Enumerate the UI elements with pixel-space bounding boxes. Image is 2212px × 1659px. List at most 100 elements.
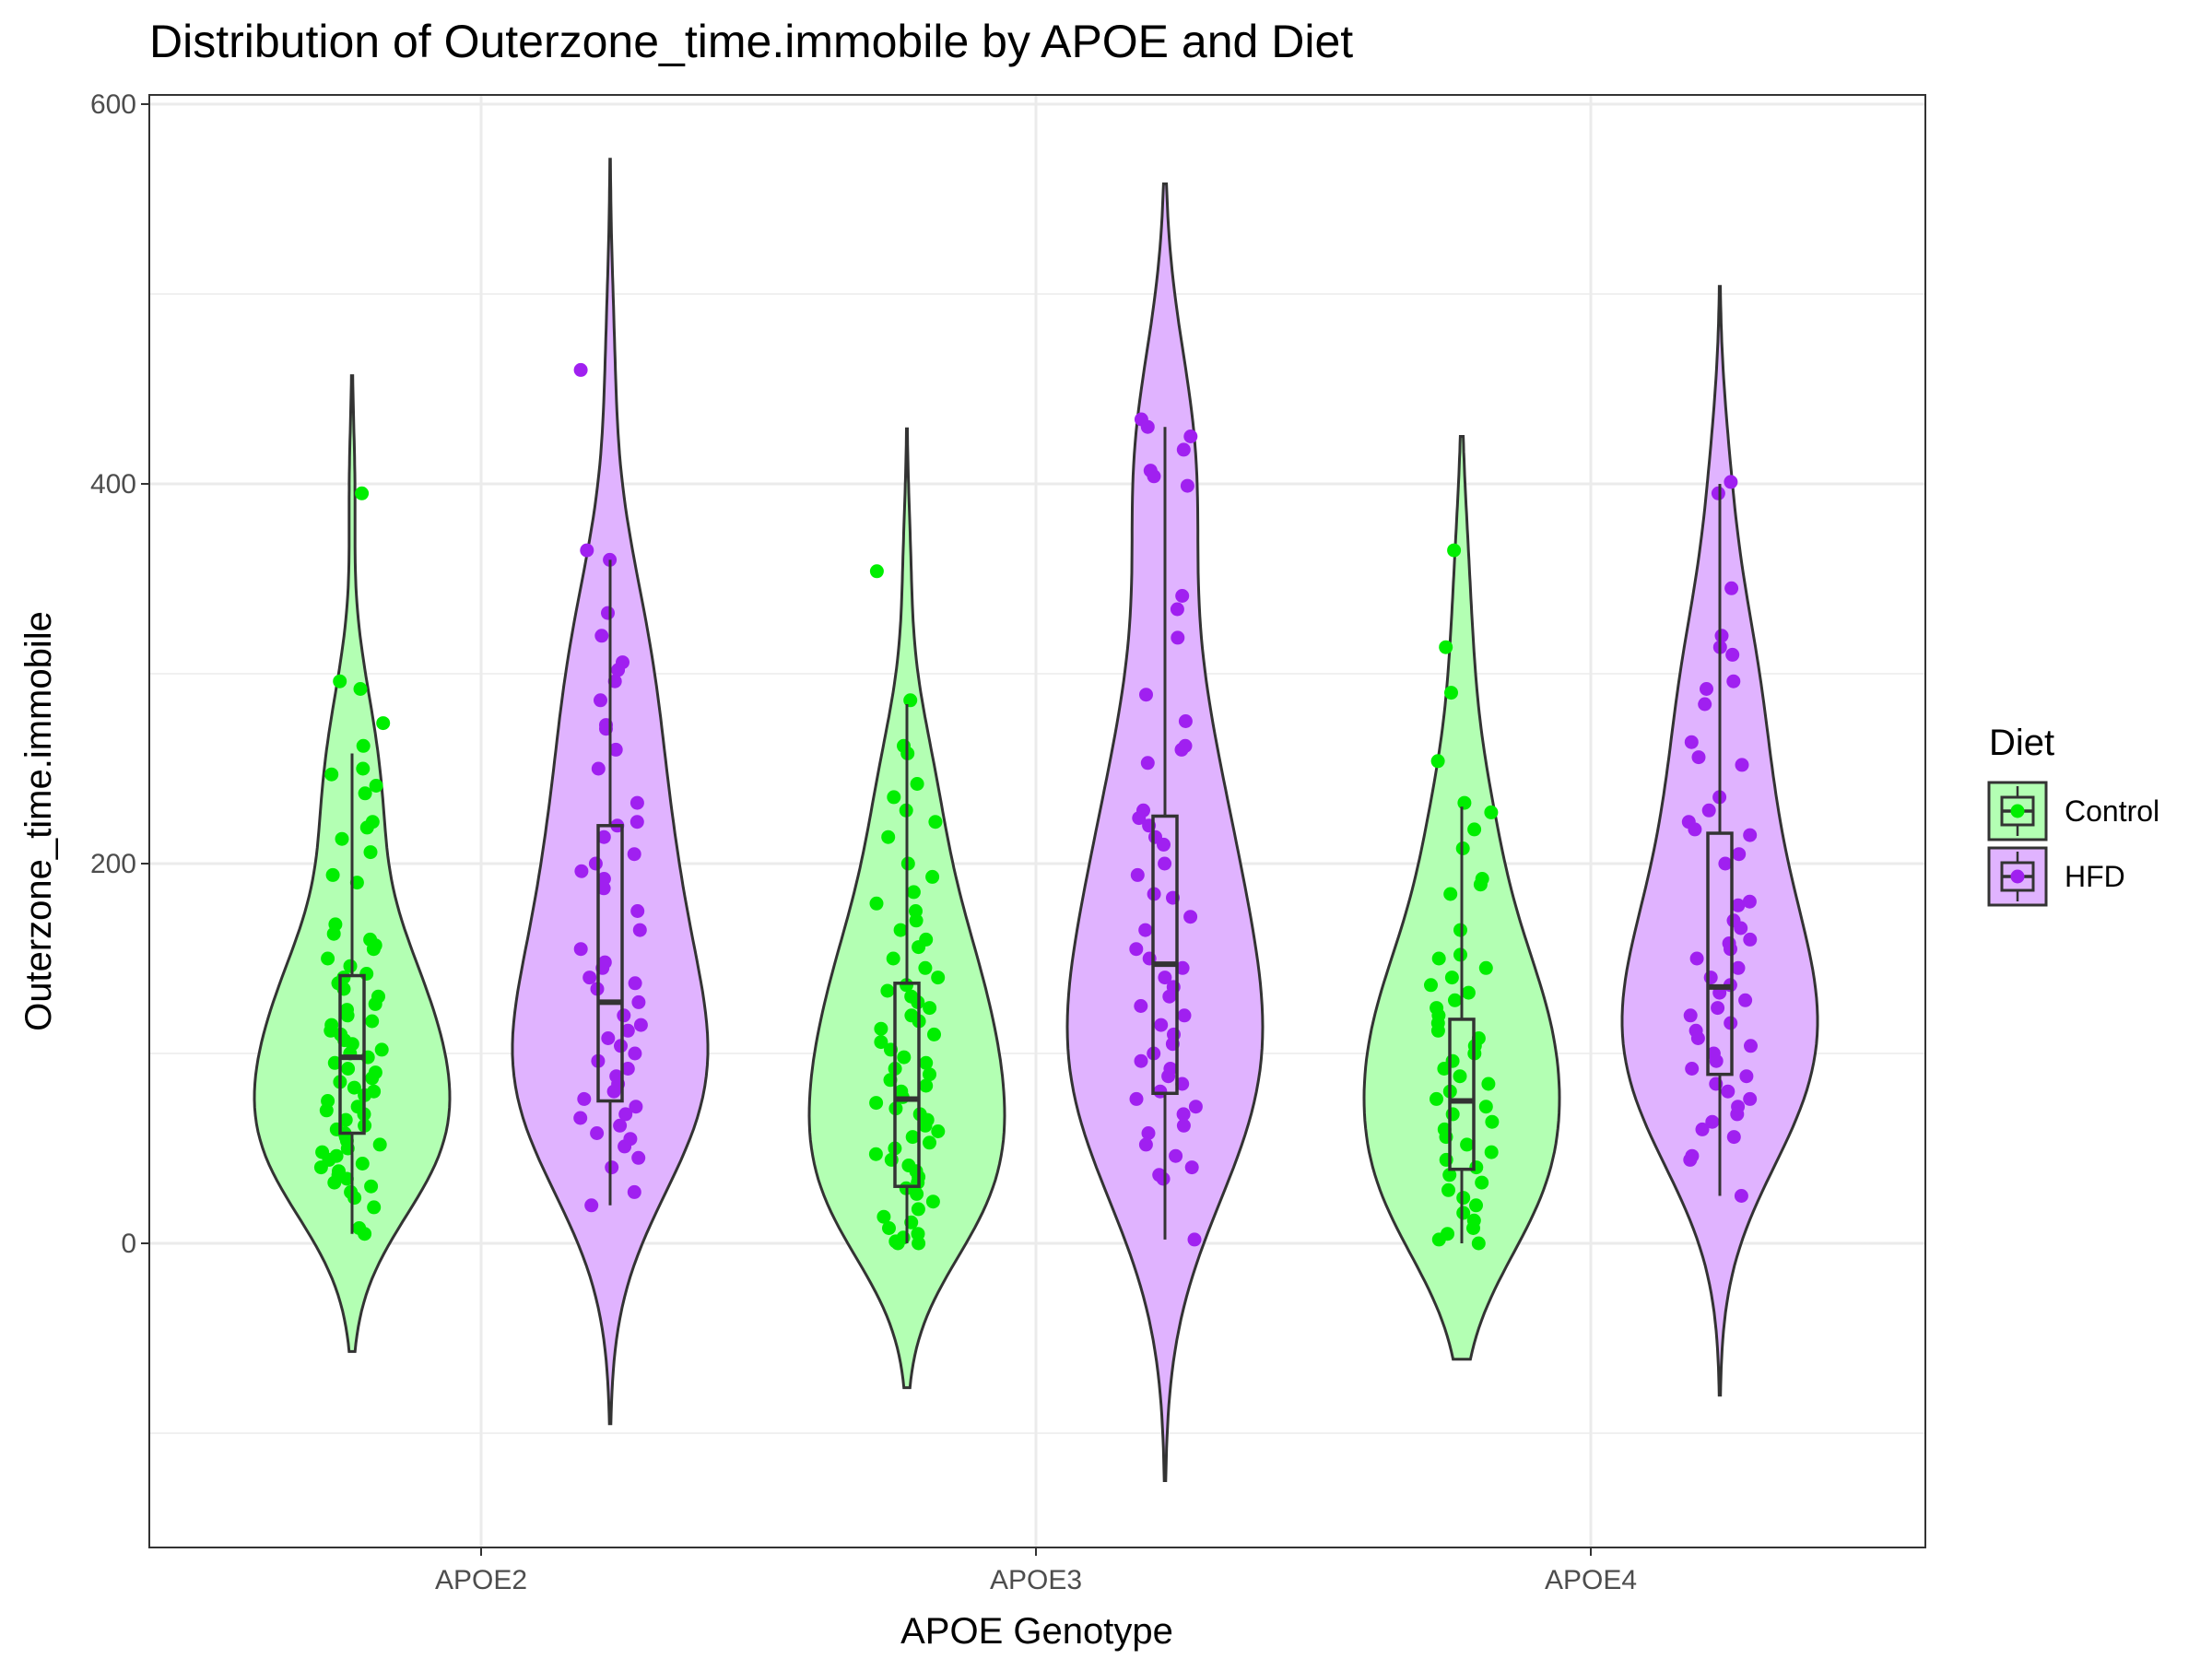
point-apoe4-hfd-6 — [1726, 674, 1741, 688]
point-apoe4-hfd-3 — [1714, 629, 1729, 643]
point-apoe4-hfd-17 — [1732, 847, 1747, 862]
point-apoe2-control-20 — [321, 951, 335, 966]
point-apoe2-hfd-36 — [628, 1046, 642, 1061]
point-apoe4-control-38 — [1484, 1145, 1499, 1159]
point-apoe2-control-49 — [319, 1103, 334, 1118]
point-apoe3-control-37 — [919, 1078, 934, 1093]
point-apoe4-hfd-46 — [1730, 1107, 1745, 1122]
legend: Diet Control HFD — [1987, 723, 2159, 907]
point-apoe2-hfd-34 — [601, 1031, 616, 1045]
y-tick-label-200: 200 — [90, 849, 136, 879]
point-apoe4-control-0 — [1447, 543, 1462, 558]
point-apoe3-control-19 — [918, 960, 933, 975]
point-apoe2-hfd-33 — [620, 1023, 635, 1038]
point-apoe3-hfd-29 — [1158, 971, 1172, 985]
panel-border — [148, 94, 1926, 1548]
point-apoe2-control-12 — [363, 845, 378, 860]
point-apoe3-control-57 — [925, 1194, 940, 1209]
x-tick-label-apoe4: APOE4 — [1545, 1565, 1637, 1595]
box-apoe2-control — [338, 973, 366, 1135]
point-apoe2-hfd-14 — [629, 815, 644, 830]
point-apoe3-control-28 — [874, 1021, 888, 1036]
point-apoe2-control-27 — [368, 996, 382, 1011]
point-apoe3-hfd-41 — [1175, 1077, 1190, 1091]
point-apoe2-control-0 — [355, 486, 370, 500]
point-apoe3-control-32 — [897, 1050, 912, 1065]
point-apoe3-hfd-6 — [1180, 478, 1194, 493]
point-apoe2-control-44 — [347, 1080, 361, 1095]
point-apoe2-hfd-11 — [608, 742, 623, 757]
point-apoe2-hfd-53 — [584, 1198, 599, 1213]
point-apoe2-hfd-23 — [632, 923, 647, 937]
point-apoe4-control-14 — [1478, 960, 1493, 975]
point-apoe4-hfd-0 — [1724, 475, 1738, 489]
point-apoe3-control-11 — [906, 885, 921, 900]
point-apoe2-hfd-31 — [617, 1008, 631, 1023]
point-apoe2-control-63 — [313, 1160, 328, 1175]
point-apoe3-hfd-52 — [1156, 1171, 1171, 1186]
point-apoe2-control-62 — [355, 1157, 370, 1171]
point-apoe2-hfd-30 — [631, 994, 646, 1009]
point-apoe2-hfd-22 — [630, 904, 645, 918]
point-apoe3-hfd-13 — [1174, 742, 1189, 757]
point-apoe4-hfd-19 — [1742, 894, 1757, 909]
box-apoe2-hfd — [596, 824, 624, 1103]
point-apoe2-hfd-17 — [627, 847, 641, 862]
point-apoe3-control-8 — [881, 830, 896, 844]
point-apoe2-hfd-42 — [577, 1091, 592, 1106]
point-apoe3-hfd-10 — [1139, 688, 1153, 702]
point-apoe2-hfd-32 — [633, 1018, 648, 1032]
point-apoe2-hfd-28 — [628, 976, 642, 991]
point-apoe3-control-18 — [886, 951, 900, 966]
point-apoe2-hfd-19 — [574, 864, 589, 878]
point-apoe4-control-44 — [1456, 1191, 1471, 1206]
point-apoe2-control-57 — [372, 1137, 387, 1152]
point-apoe2-control-71 — [367, 1200, 382, 1215]
point-apoe2-control-66 — [339, 1171, 354, 1186]
point-apoe3-control-59 — [877, 1209, 891, 1224]
point-apoe3-control-40 — [869, 1096, 884, 1111]
point-apoe2-control-42 — [365, 1071, 380, 1086]
point-apoe2-control-30 — [365, 1014, 380, 1029]
point-apoe4-control-17 — [1461, 985, 1476, 1000]
point-apoe3-hfd-31 — [1162, 989, 1177, 1004]
point-apoe4-hfd-27 — [1731, 960, 1746, 975]
point-apoe4-control-18 — [1448, 993, 1462, 1007]
point-apoe4-control-34 — [1485, 1114, 1500, 1129]
point-apoe4-hfd-11 — [1735, 758, 1749, 772]
point-apoe3-hfd-48 — [1138, 1137, 1153, 1152]
point-apoe3-hfd-5 — [1147, 469, 1161, 484]
point-apoe2-hfd-16 — [596, 830, 611, 844]
box-apoe4-control — [1448, 1018, 1476, 1171]
point-apoe2-control-4 — [356, 738, 371, 753]
point-apoe4-control-28 — [1453, 1069, 1467, 1084]
point-apoe4-control-1 — [1439, 640, 1453, 654]
point-apoe2-hfd-38 — [620, 1062, 635, 1076]
point-apoe2-hfd-1 — [580, 543, 594, 558]
point-apoe4-hfd-47 — [1705, 1114, 1720, 1129]
violin-apoe3-hfd — [1065, 182, 1265, 1482]
point-apoe3-control-49 — [868, 1147, 883, 1161]
point-apoe3-hfd-33 — [1177, 1008, 1192, 1023]
point-apoe4-hfd-26 — [1689, 951, 1704, 966]
point-apoe2-control-3 — [376, 716, 391, 731]
point-apoe3-control-33 — [919, 1055, 934, 1070]
plot-panel — [148, 94, 1926, 1548]
y-axis: 0 200 400 600 — [90, 89, 149, 1259]
point-apoe3-hfd-1 — [1140, 419, 1155, 434]
point-apoe4-control-27 — [1437, 1062, 1452, 1076]
point-apoe3-control-44 — [918, 1118, 933, 1133]
point-apoe4-control-37 — [1460, 1137, 1475, 1152]
point-apoe3-control-58 — [911, 1202, 925, 1217]
point-apoe3-control-5 — [887, 790, 901, 805]
major-gridlines — [149, 95, 1925, 1547]
point-apoe4-hfd-41 — [1739, 1069, 1754, 1084]
legend-label-hfd: HFD — [2065, 860, 2125, 893]
point-apoe3-hfd-21 — [1130, 867, 1145, 882]
point-apoe4-hfd-36 — [1690, 1031, 1705, 1045]
point-apoe2-control-51 — [338, 1112, 353, 1127]
point-apoe3-hfd-14 — [1140, 756, 1155, 771]
x-tick-label-apoe3: APOE3 — [990, 1565, 1082, 1595]
point-apoe4-hfd-20 — [1731, 898, 1746, 912]
